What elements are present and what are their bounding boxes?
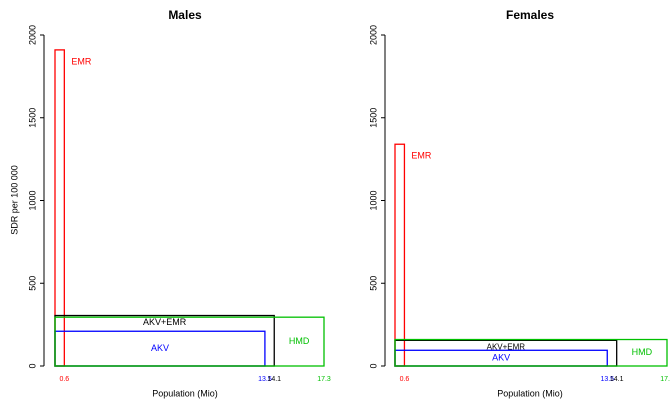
x-tick-label: 0.6 bbox=[400, 376, 410, 383]
chart-title: Males bbox=[168, 8, 202, 22]
x-tick-label: 17.3 bbox=[660, 376, 670, 383]
x-tick-label: 14.1 bbox=[267, 376, 281, 383]
series-label: HMD bbox=[289, 336, 310, 346]
x-axis-label: Population (Mio) bbox=[497, 388, 563, 398]
series-label: AKV bbox=[151, 343, 169, 353]
bar bbox=[54, 49, 65, 367]
x-tick-label: 0.6 bbox=[59, 376, 69, 383]
y-tick-label: 0 bbox=[27, 363, 37, 368]
chart-title: Females bbox=[506, 8, 554, 22]
y-tick-label: 0 bbox=[368, 363, 378, 368]
series-label: HMD bbox=[632, 347, 653, 357]
series-label: AKV+EMR bbox=[143, 317, 187, 327]
x-tick-label: 13.5 bbox=[258, 376, 272, 383]
series-label: AKV bbox=[492, 353, 510, 363]
y-tick-label: 1000 bbox=[368, 190, 378, 210]
bar bbox=[54, 316, 325, 367]
series-label: EMR bbox=[411, 151, 432, 161]
y-tick-label: 1000 bbox=[27, 190, 37, 210]
series-label: AKV+EMR bbox=[487, 342, 526, 351]
x-tick-label: 17.3 bbox=[317, 376, 331, 383]
x-tick-label: 13.5 bbox=[600, 376, 614, 383]
series-label: EMR bbox=[71, 56, 92, 66]
x-axis-label: Population (Mio) bbox=[152, 388, 218, 398]
bar bbox=[394, 338, 668, 367]
y-tick-label: 500 bbox=[368, 276, 378, 291]
bar bbox=[394, 143, 406, 367]
y-tick-label: 500 bbox=[27, 276, 37, 291]
y-tick-label: 2000 bbox=[368, 25, 378, 45]
y-tick-label: 1500 bbox=[27, 108, 37, 128]
y-tick-label: 1500 bbox=[368, 108, 378, 128]
y-tick-label: 2000 bbox=[27, 25, 37, 45]
x-tick-label: 14.1 bbox=[610, 376, 624, 383]
y-axis-label: SDR per 100 000 bbox=[9, 165, 19, 235]
